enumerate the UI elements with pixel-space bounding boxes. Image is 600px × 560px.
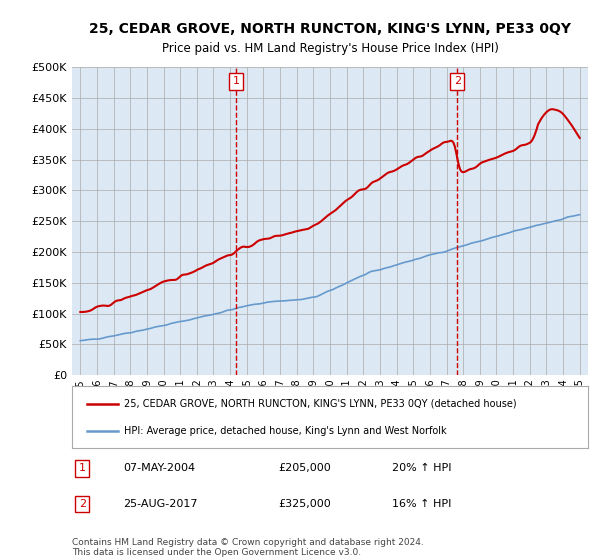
Text: 16% ↑ HPI: 16% ↑ HPI — [392, 499, 451, 509]
Text: 07-MAY-2004: 07-MAY-2004 — [124, 463, 196, 473]
Text: 25-AUG-2017: 25-AUG-2017 — [124, 499, 198, 509]
Text: 1: 1 — [232, 76, 239, 86]
Text: 25, CEDAR GROVE, NORTH RUNCTON, KING'S LYNN, PE33 0QY (detached house): 25, CEDAR GROVE, NORTH RUNCTON, KING'S L… — [124, 399, 516, 409]
Text: Price paid vs. HM Land Registry's House Price Index (HPI): Price paid vs. HM Land Registry's House … — [161, 42, 499, 55]
Text: 20% ↑ HPI: 20% ↑ HPI — [392, 463, 451, 473]
Text: £205,000: £205,000 — [278, 463, 331, 473]
Text: 2: 2 — [79, 499, 86, 509]
Text: 1: 1 — [79, 463, 86, 473]
Text: £325,000: £325,000 — [278, 499, 331, 509]
Text: 25, CEDAR GROVE, NORTH RUNCTON, KING'S LYNN, PE33 0QY: 25, CEDAR GROVE, NORTH RUNCTON, KING'S L… — [89, 22, 571, 36]
Text: 2: 2 — [454, 76, 461, 86]
Text: Contains HM Land Registry data © Crown copyright and database right 2024.
This d: Contains HM Land Registry data © Crown c… — [72, 538, 424, 557]
Text: HPI: Average price, detached house, King's Lynn and West Norfolk: HPI: Average price, detached house, King… — [124, 426, 446, 436]
